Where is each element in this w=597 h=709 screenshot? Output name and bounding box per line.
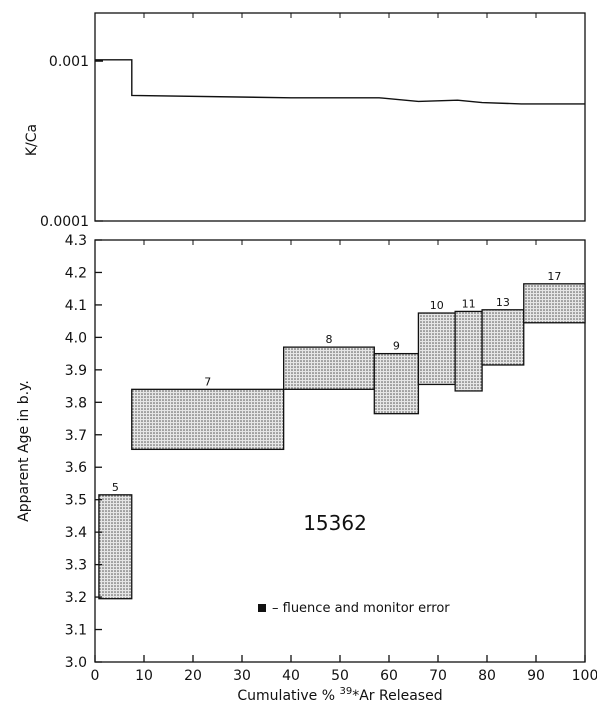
age-step-box — [282, 346, 375, 390]
age-axis-title: Apparent Age in b.y. — [16, 380, 32, 522]
kca-plot-frame — [94, 12, 586, 222]
age-y-tick-label: 4.3 — [65, 233, 87, 249]
age-x-tick-label: 60 — [380, 668, 398, 684]
age-x-tick-label: 80 — [478, 668, 496, 684]
age-step-boxes: 5 7 8 9 10 11 13 17 — [98, 270, 586, 600]
age-y-tick-label: 3.7 — [65, 428, 87, 444]
age-y-tick-label: 3.4 — [65, 525, 87, 541]
age-y-tick-label: 3.2 — [65, 590, 87, 606]
age-y-tick-label: 3.1 — [65, 623, 87, 639]
age-y-tick-label: 3.6 — [65, 460, 87, 476]
release-axis-title-superscript: 39 — [340, 686, 353, 697]
kca-y-tick-label: 0.001 — [49, 54, 89, 70]
age-step-box — [373, 352, 420, 415]
age-y-tick-label: 3.5 — [65, 493, 87, 509]
age-x-tick-label: 50 — [331, 668, 349, 684]
age-x-tick-label: 20 — [184, 668, 202, 684]
age-step-label: 5 — [112, 481, 119, 494]
age-y-tick-label: 3.9 — [65, 363, 87, 379]
age-x-tick-label: 100 — [572, 668, 597, 684]
age-x-tick-label: 40 — [282, 668, 300, 684]
age-step-label: 9 — [393, 340, 400, 353]
age-step-label: 8 — [325, 333, 332, 346]
age-x-tick-label: 10 — [135, 668, 153, 684]
age-y-tick-label: 3.0 — [65, 655, 87, 671]
age-step-box — [98, 494, 133, 600]
age-y-tick-label: 3.8 — [65, 395, 87, 411]
age-step-box — [523, 283, 586, 324]
age-y-tick-label: 4.2 — [65, 265, 87, 281]
legend-marker — [258, 604, 266, 612]
kca-axis-title: K/Ca — [24, 124, 40, 156]
age-step-label: 13 — [496, 296, 510, 309]
age-y-tick-label: 4.1 — [65, 298, 87, 314]
release-axis-title: Cumulative % 39*Ar Released — [237, 686, 442, 704]
age-step-label: 7 — [204, 375, 211, 388]
age-y-tick-label: 3.3 — [65, 558, 87, 574]
legend-text: – fluence and monitor error — [272, 601, 450, 616]
kca-step-line — [95, 59, 585, 105]
age-step-label: 11 — [462, 297, 476, 310]
age-step-label: 10 — [430, 299, 444, 312]
age-step-box — [131, 388, 285, 451]
age-x-tick-label: 90 — [527, 668, 545, 684]
kca-y-axis: 0.001 0.0001 — [40, 13, 537, 230]
age-step-box — [454, 310, 483, 392]
age-plot-frame — [94, 239, 586, 663]
age-panel: 5 7 8 9 10 11 13 17 3.0 3.1 3.2 3.3 3.4 3.5 3.6 3.7 3.8… — [16, 233, 597, 704]
age-axes: 3.0 3.1 3.2 3.3 3.4 3.5 3.6 3.7 3.8 3.9 4.0 4.1 4.2 4… — [65, 233, 597, 684]
kca-y-tick-label: 0.0001 — [40, 214, 89, 230]
kca-panel: 0.001 0.0001 K/Ca — [24, 12, 586, 230]
age-step-box — [481, 309, 525, 366]
age-y-tick-label: 4.0 — [65, 330, 87, 346]
release-axis-title-suffix: *Ar Released — [352, 688, 442, 704]
age-x-tick-label: 0 — [91, 668, 100, 684]
release-axis-title-prefix: Cumulative % — [237, 688, 339, 704]
age-step-box — [417, 312, 456, 386]
sample-label: 15362 — [303, 511, 367, 535]
age-x-tick-label: 30 — [233, 668, 251, 684]
age-step-label: 17 — [547, 270, 561, 283]
age-x-tick-label: 70 — [429, 668, 447, 684]
